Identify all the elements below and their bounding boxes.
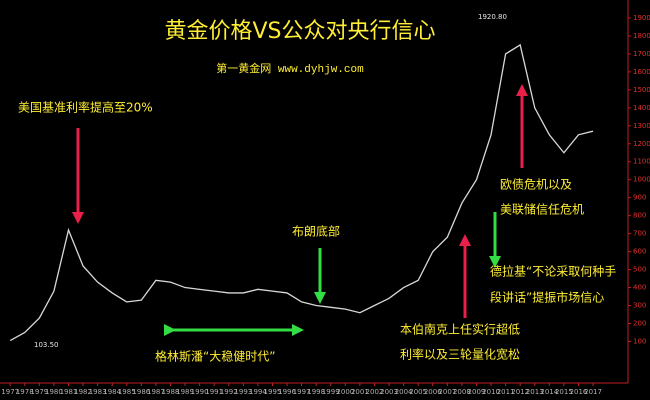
arrows xyxy=(72,84,528,336)
x-tick-label: 1988 xyxy=(162,388,180,396)
annotation: 德拉基“不论采取何种手 xyxy=(490,264,616,279)
annotation: 1920.80 xyxy=(478,13,507,21)
x-tick-label: 1999 xyxy=(322,388,340,396)
x-tick-label: 1980 xyxy=(45,388,63,396)
x-tick-label: 2002 xyxy=(366,388,384,396)
x-tick-label: 2010 xyxy=(482,388,500,396)
y-tick-label: 1000 xyxy=(633,176,650,184)
x-tick-label: 1987 xyxy=(147,388,165,396)
y-tick-label: 1400 xyxy=(633,104,650,112)
x-tick-label: 2008 xyxy=(453,388,471,396)
y-tick-label: 1100 xyxy=(633,158,650,166)
chart-subtitle: 第一黄金网 www.dyhjw.com xyxy=(216,61,364,76)
y-tick-label: 500 xyxy=(633,266,646,274)
y-tick-label: 1900 xyxy=(633,14,650,22)
x-tick-label: 2009 xyxy=(468,388,486,396)
x-tick-label: 1992 xyxy=(220,388,238,396)
y-tick-label: 200 xyxy=(633,319,646,327)
annotation: 本伯南克上任实行超低 xyxy=(400,322,520,337)
price-line xyxy=(9,43,594,342)
x-tick-label: 1993 xyxy=(234,388,252,396)
x-tick-label: 1977 xyxy=(1,388,19,396)
annotation: 欧债危机以及 xyxy=(500,178,572,192)
y-tick-label: 700 xyxy=(633,230,646,238)
y-tick-label: 400 xyxy=(633,284,646,292)
x-tick-label: 1979 xyxy=(30,388,48,396)
x-tick-label: 2006 xyxy=(424,388,442,396)
annotation: 美国基准利率提高至20% xyxy=(18,100,153,115)
x-tick-label: 2000 xyxy=(336,388,354,396)
annotation: 利率以及三轮量化宽松 xyxy=(400,347,520,362)
x-tick-label: 2016 xyxy=(570,388,588,396)
x-tick-label: 1986 xyxy=(132,388,150,396)
x-tick-label: 2013 xyxy=(526,388,544,396)
x-tick-label: 1997 xyxy=(293,388,311,396)
x-tick-label: 1983 xyxy=(89,388,107,396)
annotation: 格林斯潘“大稳健时代” xyxy=(155,349,275,364)
annotation: 103.50 xyxy=(34,341,59,349)
x-tick-label: 2001 xyxy=(351,388,369,396)
y-tick-label: 1300 xyxy=(633,122,650,130)
x-tick-label: 2015 xyxy=(555,388,573,396)
y-tick-label: 600 xyxy=(633,248,646,256)
chart-title: 黄金价格VS公众对央行信心 xyxy=(164,19,435,44)
x-tick-label: 1995 xyxy=(264,388,282,396)
x-tick-label: 2003 xyxy=(380,388,398,396)
x-tick-label: 2005 xyxy=(409,388,427,396)
y-tick-label: 300 xyxy=(633,302,646,310)
y-tick-label: 1200 xyxy=(633,140,650,148)
x-tick-label: 2014 xyxy=(540,388,558,396)
y-tick-label: 800 xyxy=(633,212,646,220)
x-tick-label: 1982 xyxy=(74,388,92,396)
x-tick-label: 1998 xyxy=(307,388,325,396)
y-tick-label: 1600 xyxy=(633,68,650,76)
y-tick-label: 100 xyxy=(633,337,646,345)
x-tick-label: 2017 xyxy=(584,388,602,396)
x-tick-label: 2012 xyxy=(511,388,529,396)
annotation: 段讲话”提振市场信心 xyxy=(490,290,604,305)
y-tick-label: 1500 xyxy=(633,86,650,94)
x-tick-label: 1994 xyxy=(249,388,267,396)
x-tick-label: 1990 xyxy=(191,388,209,396)
x-tick-label: 1978 xyxy=(16,388,34,396)
y-tick-label: 1700 xyxy=(633,50,650,58)
x-tick-label: 2004 xyxy=(395,388,413,396)
annotation: 美联储信任危机 xyxy=(500,202,584,217)
y-tick-label: 1800 xyxy=(633,32,650,40)
x-tick-label: 2007 xyxy=(438,388,456,396)
x-tick-label: 2011 xyxy=(497,388,515,396)
x-tick-label: 1991 xyxy=(205,388,223,396)
x-tick-label: 1985 xyxy=(118,388,136,396)
annotation: 布朗底部 xyxy=(292,224,340,239)
x-tick-label: 1981 xyxy=(60,388,78,396)
x-tick-label: 1996 xyxy=(278,388,296,396)
y-tick-label: 900 xyxy=(633,194,646,202)
x-tick-label: 1984 xyxy=(103,388,121,396)
x-tick-label: 1989 xyxy=(176,388,194,396)
